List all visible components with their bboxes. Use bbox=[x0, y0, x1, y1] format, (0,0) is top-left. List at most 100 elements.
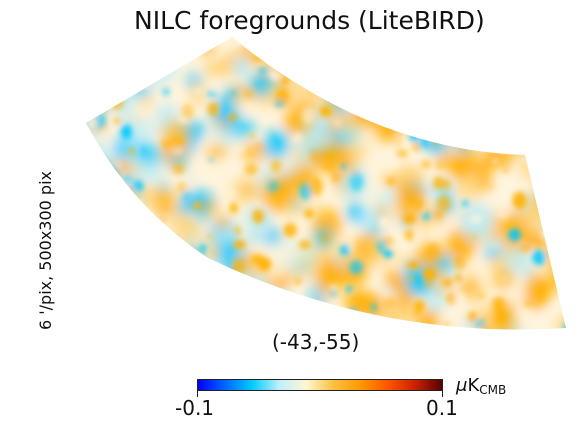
map-texture-blob bbox=[120, 216, 139, 234]
map-texture-blob bbox=[432, 255, 456, 272]
map-texture-blob bbox=[488, 125, 495, 134]
map-texture-blob bbox=[431, 54, 451, 68]
map-texture-blob bbox=[192, 201, 203, 210]
map-texture-blob bbox=[385, 110, 406, 132]
map-texture-blob bbox=[546, 248, 565, 267]
map-texture-blob bbox=[545, 277, 556, 289]
map-texture-blob bbox=[279, 75, 290, 86]
map-texture-blob bbox=[552, 145, 566, 160]
map-texture-blob bbox=[530, 71, 557, 105]
map-texture-blob bbox=[377, 64, 388, 72]
map-texture-blob bbox=[429, 284, 434, 288]
map-texture-blob bbox=[244, 284, 271, 320]
map-texture-blob bbox=[333, 118, 342, 127]
map-texture-blob bbox=[127, 296, 154, 328]
map-texture-blob bbox=[467, 141, 477, 149]
map-texture-blob bbox=[118, 188, 139, 206]
map-texture-blob bbox=[396, 140, 401, 146]
map-texture-blob bbox=[520, 57, 532, 65]
map-texture-blob bbox=[492, 158, 499, 164]
map-texture-blob bbox=[513, 37, 519, 41]
map-texture-blob bbox=[549, 154, 556, 162]
map-texture-blob bbox=[207, 234, 212, 239]
map-texture-blob bbox=[304, 209, 314, 219]
map-texture-blob bbox=[155, 103, 180, 125]
map-texture-blob bbox=[181, 103, 194, 120]
map-texture-blob bbox=[124, 298, 134, 311]
map-texture-blob bbox=[531, 109, 542, 122]
colorbar-min-label: -0.1 bbox=[175, 396, 215, 420]
map-texture-blob bbox=[256, 143, 262, 149]
map-texture-blob bbox=[521, 110, 553, 136]
map-texture-blob bbox=[365, 81, 388, 101]
map-texture-blob bbox=[143, 228, 159, 247]
map-texture-blob bbox=[364, 139, 375, 147]
map-texture-blob bbox=[368, 242, 396, 268]
map-texture-blob bbox=[398, 56, 426, 94]
map-texture-blob bbox=[324, 151, 336, 162]
map-texture-blob bbox=[481, 60, 491, 67]
map-texture-blob bbox=[378, 216, 390, 229]
map-texture-blob bbox=[500, 276, 506, 282]
map-texture-blob bbox=[468, 311, 477, 322]
map-texture-blob bbox=[249, 133, 255, 138]
map-texture-blob bbox=[122, 68, 135, 80]
map-texture-blob bbox=[237, 290, 265, 324]
map-texture-blob bbox=[86, 213, 96, 223]
map-texture-blob bbox=[429, 226, 439, 238]
map-texture-blob bbox=[248, 331, 256, 339]
map-texture-blob bbox=[345, 286, 353, 293]
map-texture-blob bbox=[115, 294, 127, 308]
map-texture-blob bbox=[133, 102, 147, 119]
map-texture-blob bbox=[184, 175, 196, 184]
map-texture-blob bbox=[536, 203, 565, 221]
map-texture-blob bbox=[358, 51, 384, 75]
map-texture-blob bbox=[393, 165, 425, 185]
map-texture-blob bbox=[459, 69, 481, 85]
map-texture-blob bbox=[264, 109, 270, 113]
map-texture-blob bbox=[307, 37, 335, 52]
map-texture-blob bbox=[158, 239, 179, 264]
map-texture-blob bbox=[250, 37, 276, 57]
map-texture-blob bbox=[561, 199, 566, 211]
map-texture-blob bbox=[87, 180, 100, 191]
map-texture-blob bbox=[373, 37, 384, 47]
map-texture-blob bbox=[449, 113, 479, 145]
map-texture-blob bbox=[234, 321, 254, 330]
map-texture-blob bbox=[526, 43, 532, 50]
map-texture-blob bbox=[213, 273, 236, 290]
map-texture-blob bbox=[133, 268, 146, 281]
map-texture-blob bbox=[552, 203, 564, 214]
map-texture-blob bbox=[338, 119, 363, 149]
map-texture-blob bbox=[327, 95, 335, 101]
map-texture-blob bbox=[149, 219, 157, 229]
map-texture-blob bbox=[221, 108, 227, 114]
map-texture-blob bbox=[149, 332, 154, 336]
map-texture-blob bbox=[373, 76, 388, 94]
map-texture-blob bbox=[221, 311, 247, 330]
map-texture-blob bbox=[545, 247, 552, 253]
map-texture-blob bbox=[140, 146, 147, 155]
map-texture-blob bbox=[136, 306, 158, 330]
map-texture-blob bbox=[211, 302, 223, 319]
map-texture-blob bbox=[261, 311, 274, 325]
map-texture-blob bbox=[144, 253, 169, 281]
map-texture-blob bbox=[543, 144, 550, 150]
map-texture-blob bbox=[165, 303, 186, 326]
map-texture-blob bbox=[519, 38, 550, 79]
map-texture-blob bbox=[118, 253, 133, 264]
map-texture-blob bbox=[278, 313, 287, 323]
map-texture-blob bbox=[139, 60, 160, 87]
map-texture-blob bbox=[475, 331, 484, 337]
map-texture-blob bbox=[132, 320, 145, 330]
map-texture-blob bbox=[207, 101, 220, 117]
map-texture-blob bbox=[462, 317, 476, 330]
map-texture-blob bbox=[501, 64, 525, 80]
map-texture-blob bbox=[102, 166, 116, 182]
map-texture-blob bbox=[519, 100, 548, 122]
map-texture-blob bbox=[283, 223, 298, 238]
map-texture-blob bbox=[86, 166, 92, 177]
map-texture-blob bbox=[430, 138, 437, 146]
map-texture-blob bbox=[195, 271, 218, 299]
map-texture-blob bbox=[470, 48, 479, 56]
